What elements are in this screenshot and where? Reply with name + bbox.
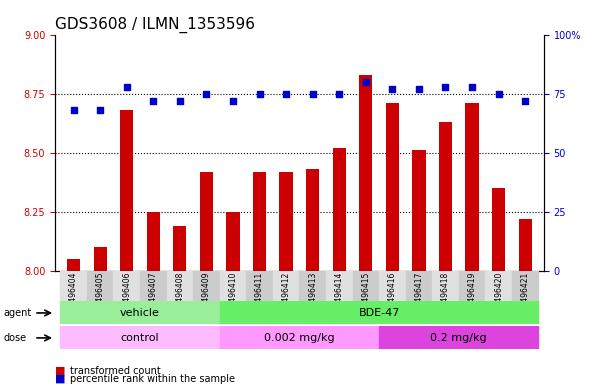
Point bbox=[255, 91, 265, 97]
Text: control: control bbox=[121, 333, 159, 343]
Bar bbox=[485, 271, 512, 303]
Bar bbox=[193, 271, 220, 303]
Text: transformed count: transformed count bbox=[70, 366, 161, 376]
Bar bbox=[353, 271, 379, 303]
Bar bbox=[459, 271, 485, 303]
Text: ■: ■ bbox=[55, 374, 65, 384]
Bar bbox=[332, 148, 346, 271]
Text: GSM496415: GSM496415 bbox=[361, 272, 370, 318]
Point bbox=[334, 91, 344, 97]
Bar bbox=[220, 271, 246, 303]
Text: 0.002 mg/kg: 0.002 mg/kg bbox=[264, 333, 335, 343]
Bar bbox=[67, 259, 80, 271]
Bar bbox=[60, 271, 87, 303]
Bar bbox=[432, 271, 459, 303]
Bar bbox=[306, 169, 320, 271]
Bar bbox=[147, 212, 160, 271]
Bar bbox=[220, 301, 538, 324]
Text: GSM496409: GSM496409 bbox=[202, 272, 211, 318]
Bar bbox=[253, 172, 266, 271]
Bar bbox=[466, 103, 478, 271]
Bar bbox=[114, 271, 140, 303]
Text: GSM496407: GSM496407 bbox=[149, 272, 158, 318]
Point bbox=[361, 79, 371, 85]
Bar bbox=[246, 271, 273, 303]
Bar bbox=[226, 212, 240, 271]
Text: vehicle: vehicle bbox=[120, 308, 160, 318]
Bar bbox=[173, 226, 186, 271]
Point bbox=[521, 98, 530, 104]
Bar bbox=[279, 172, 293, 271]
Point bbox=[202, 91, 211, 97]
Text: GSM496416: GSM496416 bbox=[388, 272, 397, 318]
Point bbox=[95, 107, 105, 113]
Bar bbox=[273, 271, 299, 303]
Bar bbox=[299, 271, 326, 303]
Bar bbox=[200, 172, 213, 271]
Bar bbox=[406, 271, 432, 303]
Bar bbox=[412, 150, 426, 271]
Text: GSM496405: GSM496405 bbox=[96, 272, 104, 318]
Text: GSM496420: GSM496420 bbox=[494, 272, 503, 318]
Point bbox=[441, 83, 450, 89]
Text: GDS3608 / ILMN_1353596: GDS3608 / ILMN_1353596 bbox=[55, 17, 255, 33]
Text: BDE-47: BDE-47 bbox=[359, 308, 400, 318]
Bar bbox=[220, 326, 379, 349]
Text: GSM496410: GSM496410 bbox=[229, 272, 238, 318]
Point bbox=[228, 98, 238, 104]
Bar bbox=[326, 271, 353, 303]
Bar bbox=[379, 326, 538, 349]
Point bbox=[148, 98, 158, 104]
Text: 0.2 mg/kg: 0.2 mg/kg bbox=[431, 333, 487, 343]
Bar bbox=[60, 301, 220, 324]
Point bbox=[122, 83, 131, 89]
Text: GSM496414: GSM496414 bbox=[335, 272, 344, 318]
Bar bbox=[379, 271, 406, 303]
Text: GSM496419: GSM496419 bbox=[467, 272, 477, 318]
Bar bbox=[439, 122, 452, 271]
Point bbox=[281, 91, 291, 97]
Point bbox=[308, 91, 318, 97]
Bar bbox=[60, 326, 220, 349]
Point bbox=[467, 83, 477, 89]
Text: ■: ■ bbox=[55, 366, 65, 376]
Bar bbox=[87, 271, 114, 303]
Bar bbox=[167, 271, 193, 303]
Bar bbox=[359, 75, 373, 271]
Text: GSM496406: GSM496406 bbox=[122, 272, 131, 318]
Text: GSM496418: GSM496418 bbox=[441, 272, 450, 318]
Point bbox=[414, 86, 424, 92]
Bar bbox=[120, 110, 133, 271]
Bar bbox=[492, 188, 505, 271]
Bar bbox=[512, 271, 538, 303]
Bar bbox=[140, 271, 167, 303]
Text: GSM496413: GSM496413 bbox=[308, 272, 317, 318]
Point bbox=[387, 86, 397, 92]
Text: dose: dose bbox=[3, 333, 26, 343]
Bar bbox=[93, 247, 107, 271]
Text: GSM496421: GSM496421 bbox=[521, 272, 530, 318]
Bar bbox=[386, 103, 399, 271]
Text: GSM496408: GSM496408 bbox=[175, 272, 185, 318]
Text: GSM496417: GSM496417 bbox=[414, 272, 423, 318]
Bar bbox=[519, 219, 532, 271]
Text: agent: agent bbox=[3, 308, 31, 318]
Point bbox=[68, 107, 78, 113]
Text: GSM496411: GSM496411 bbox=[255, 272, 264, 318]
Text: percentile rank within the sample: percentile rank within the sample bbox=[70, 374, 235, 384]
Text: GSM496412: GSM496412 bbox=[282, 272, 291, 318]
Point bbox=[494, 91, 503, 97]
Point bbox=[175, 98, 185, 104]
Text: GSM496404: GSM496404 bbox=[69, 272, 78, 318]
